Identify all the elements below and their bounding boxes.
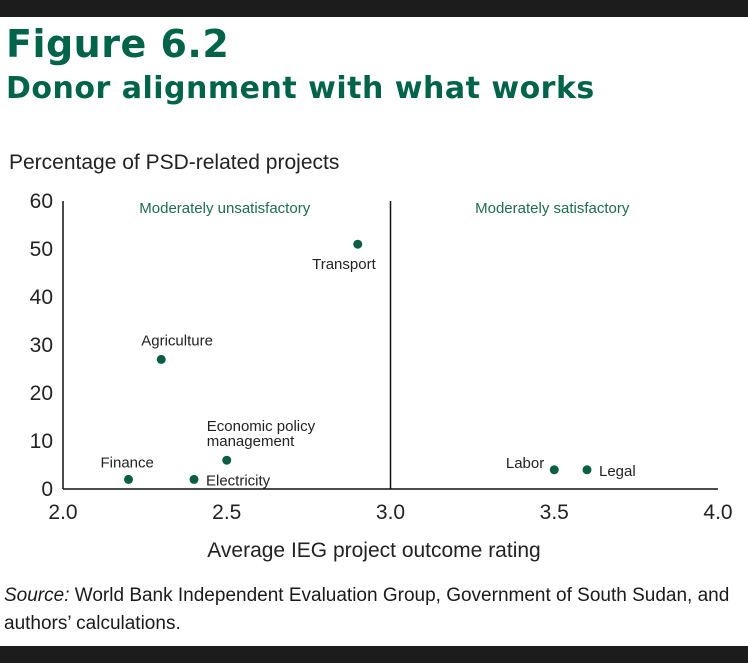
point-label: Electricity — [206, 472, 271, 489]
y-tick-label: 60 — [30, 190, 53, 213]
point-finance — [124, 474, 133, 484]
y-tick-label: 40 — [30, 286, 53, 309]
point-legal — [582, 465, 592, 475]
figure-number: Figure 6.2 — [6, 22, 230, 66]
y-tick-label: 10 — [30, 430, 53, 453]
x-tick-label: 3.5 — [540, 501, 569, 524]
top-rule — [0, 0, 748, 17]
point-label: Transport — [312, 256, 376, 273]
x-tick-label: 3.0 — [376, 501, 405, 524]
point-economic-policy-management — [222, 455, 232, 465]
y-axis-title: Percentage of PSD-related projects — [9, 151, 340, 174]
source-note: Source: World Bank Independent Evaluatio… — [4, 582, 734, 638]
point-label: Labor — [506, 455, 544, 472]
point-label: Finance — [101, 454, 154, 471]
point-label: Legal — [599, 463, 636, 480]
point-label: Economic policy — [207, 418, 316, 435]
point-transport — [353, 239, 363, 249]
region-labels: Moderately unsatisfactory Moderately sati… — [139, 200, 630, 217]
y-tick-label: 20 — [30, 382, 53, 405]
point-label: management — [207, 433, 295, 450]
x-tick-label: 2.5 — [212, 501, 241, 524]
x-tick-label: 2.0 — [48, 501, 77, 524]
point-electricity — [189, 474, 199, 484]
source-label: Source: — [4, 585, 70, 606]
x-axis-title: Average IEG project outcome rating — [207, 539, 541, 562]
data-points: Transport Agriculture Economic policymanag… — [101, 239, 636, 489]
point-label: Agriculture — [141, 332, 213, 349]
point-agriculture — [156, 354, 166, 364]
point-labor — [549, 465, 559, 475]
bottom-rule — [0, 646, 748, 663]
y-tick-label: 50 — [30, 238, 53, 261]
region-label: Moderately satisfactory — [475, 200, 630, 217]
source-text: World Bank Independent Evaluation Group,… — [4, 585, 730, 634]
y-tick-label: 0 — [41, 478, 53, 501]
y-tick-label: 30 — [30, 334, 53, 357]
x-tick-label: 4.0 — [703, 501, 732, 524]
figure-title: Donor alignment with what works — [6, 71, 595, 106]
axes: 0 10 20 30 40 50 60 2.0 2.5 3.0 3.5 4.0 — [30, 190, 733, 524]
region-label: Moderately unsatisfactory — [139, 200, 310, 217]
